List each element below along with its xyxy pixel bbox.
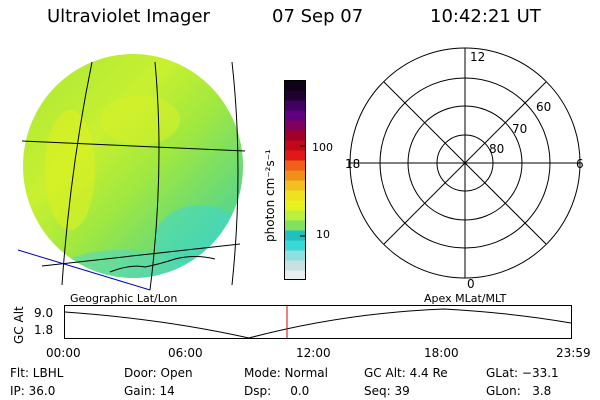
colorbar-segment	[284, 100, 306, 111]
status-glon: GLon: 3.8	[486, 384, 552, 398]
status-glat: GLat: −33.1	[486, 366, 559, 380]
colorbar-border	[284, 80, 306, 280]
colorbar-segment	[284, 170, 306, 181]
mlt-label-12: 12	[470, 50, 485, 64]
colorbar-segment	[284, 80, 306, 91]
mlat-label-60: 60	[536, 100, 551, 114]
colorbar-segment	[284, 180, 306, 191]
mlt-label-6: 6	[576, 157, 584, 171]
timeline-tick-2359: 23:59	[556, 346, 591, 360]
timeline-tick-1800: 18:00	[424, 346, 459, 360]
mlt-label-0: 0	[467, 277, 475, 290]
mlat-label-70: 70	[512, 122, 527, 136]
colorbar-segment	[284, 230, 306, 241]
status-dsp: Dsp: 0.0	[244, 384, 310, 398]
mlt-label-18: 18	[345, 157, 360, 171]
timeline-tick-0600: 06:00	[168, 346, 203, 360]
colorbar-segment	[284, 90, 306, 101]
mlat-label-80: 80	[489, 142, 504, 156]
status-gain: Gain: 14	[124, 384, 175, 398]
status-ip: IP: 36.0	[10, 384, 56, 398]
colorbar-segment	[284, 190, 306, 201]
timeline-y-min: 1.8	[34, 323, 54, 337]
timeline-tick-0000: 00:00	[46, 346, 81, 360]
status-gc-alt: GC Alt: 4.4 Re	[364, 366, 448, 380]
colorbar-unit-label: photon cm⁻²s⁻¹	[263, 149, 277, 242]
colorbar-segment	[284, 270, 306, 281]
timeline-tick-1200: 12:00	[296, 346, 331, 360]
colorbar-segment	[284, 130, 306, 141]
timeline-y-max: 9.0	[34, 306, 54, 320]
apex-coords-label: Apex MLat/MLT	[424, 292, 507, 305]
instrument-title: Ultraviolet Imager	[47, 6, 210, 27]
colorbar-segment	[284, 220, 306, 231]
status-filter: Flt: LBHL	[10, 366, 64, 380]
observation-date: 07 Sep 07	[272, 6, 364, 27]
colorbar-segment	[284, 140, 306, 151]
colorbar-tick-10: 10	[316, 228, 330, 241]
timeline-axis-label: GC Alt	[12, 306, 26, 344]
status-mode: Mode: Normal	[244, 366, 328, 380]
colorbar-segment	[284, 260, 306, 271]
colorbar-segment	[284, 110, 306, 121]
status-door: Door: Open	[124, 366, 193, 380]
colorbar-segment	[284, 240, 306, 251]
colorbar-tick-100: 100	[312, 141, 333, 154]
lat-lon-grid	[17, 61, 246, 291]
colorbar-segment	[284, 250, 306, 261]
colorbar-segment	[284, 150, 306, 161]
observation-time: 10:42:21 UT	[430, 6, 541, 27]
colorbar-segment	[284, 210, 306, 221]
geo-coords-label: Geographic Lat/Lon	[70, 292, 178, 305]
colorbar	[284, 80, 306, 281]
status-seq: Seq: 39	[364, 384, 410, 398]
polar-plot: 12 18 6 0 60 70 80	[345, 47, 584, 290]
colorbar-segment	[284, 160, 306, 171]
auroral-image	[17, 54, 246, 291]
colorbar-segment	[284, 120, 306, 131]
colorbar-segment	[284, 200, 306, 211]
altitude-timeline	[64, 305, 572, 339]
